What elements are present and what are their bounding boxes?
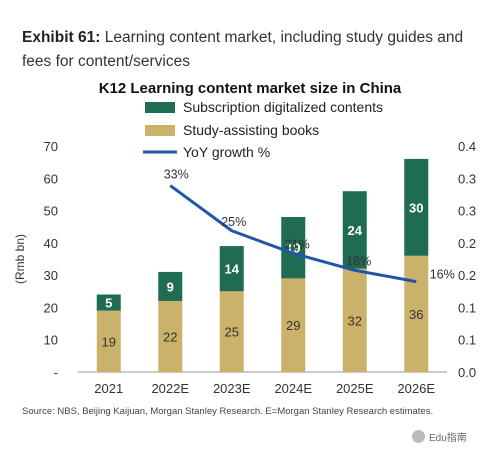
growth-label: 16% xyxy=(430,268,455,282)
bar-subscription xyxy=(281,217,306,279)
watermark: Edu指南 xyxy=(412,429,467,444)
x-tick-label: 2021 xyxy=(94,381,123,396)
x-tick-label: 2024E xyxy=(274,381,312,396)
y-tick-label: 50 xyxy=(44,204,58,219)
legend-swatch-books xyxy=(145,125,175,136)
y2-tick-label: 0.1 xyxy=(458,333,476,348)
growth-label: 25% xyxy=(221,215,246,229)
bar-subscription xyxy=(219,246,244,292)
legend-label-subscription: Subscription digitalized contents xyxy=(183,99,383,115)
x-tick-label: 2023E xyxy=(213,381,251,396)
bar-subscription xyxy=(96,294,121,311)
bar-books-label: 36 xyxy=(409,307,423,322)
y-axis-label: (Rmb bn) xyxy=(13,234,27,284)
watermark-text: Edu指南 xyxy=(429,433,467,444)
y2-tick-label: 0.4 xyxy=(458,139,476,154)
growth-label: 18% xyxy=(346,254,371,268)
bar-subscription xyxy=(404,158,429,256)
source-note: Source: NBS, Beijing Kaijuan, Morgan Sta… xyxy=(22,406,434,417)
bar-subscription xyxy=(158,271,183,301)
bar-subscription-label: 9 xyxy=(167,279,174,294)
y2-tick-label: 0.1 xyxy=(458,300,476,315)
legend-label-growth: YoY growth % xyxy=(183,144,270,160)
bar-books-label: 32 xyxy=(348,313,362,328)
y-tick-label: 20 xyxy=(44,300,58,315)
y2-tick-label: 0.3 xyxy=(458,204,476,219)
x-tick-label: 2026E xyxy=(397,381,435,396)
y2-tick-label: 0.2 xyxy=(458,268,476,283)
bar-books xyxy=(342,268,367,372)
legend-swatch-subscription xyxy=(145,102,175,113)
bar-books xyxy=(219,291,244,372)
bar-subscription-label: 24 xyxy=(348,223,363,238)
bar-books xyxy=(404,255,429,372)
y2-tick-label: 0.2 xyxy=(458,236,476,251)
exhibit-label: Exhibit 61: xyxy=(22,29,101,46)
bar-books-label: 22 xyxy=(163,329,177,344)
y-tick-label: 40 xyxy=(44,236,58,251)
exhibit-heading: Exhibit 61: Learning content market, inc… xyxy=(22,26,492,74)
exhibit-title: Learning content market, including study… xyxy=(22,29,464,70)
y-tick-label: - xyxy=(54,365,58,380)
bar-books-label: 25 xyxy=(225,325,239,340)
y2-tick-label: 0.0 xyxy=(458,365,476,380)
bar-subscription xyxy=(342,191,367,269)
growth-label: 33% xyxy=(164,168,189,182)
y-tick-label: 70 xyxy=(44,139,58,154)
x-tick-label: 2022E xyxy=(151,381,189,396)
legend-label-books: Study-assisting books xyxy=(183,122,319,138)
bar-books-label: 29 xyxy=(286,318,300,333)
bar-subscription-label: 5 xyxy=(105,296,112,311)
wechat-icon xyxy=(412,430,425,443)
growth-line xyxy=(169,184,417,284)
y-tick-label: 60 xyxy=(44,171,58,186)
bar-books xyxy=(281,278,306,372)
bar-books-label: 19 xyxy=(102,334,116,349)
x-tick-label: 2025E xyxy=(336,381,374,396)
y-tick-label: 30 xyxy=(44,268,58,283)
bar-books xyxy=(96,310,121,372)
y-tick-label: 10 xyxy=(44,333,58,348)
bar-subscription-label: 30 xyxy=(409,200,423,215)
bar-books xyxy=(158,300,183,372)
bar-subscription-label: 14 xyxy=(225,262,240,277)
chart-title: K12 Learning content market size in Chin… xyxy=(99,80,402,97)
y2-tick-label: 0.3 xyxy=(458,171,476,186)
growth-label: 21% xyxy=(285,237,310,251)
